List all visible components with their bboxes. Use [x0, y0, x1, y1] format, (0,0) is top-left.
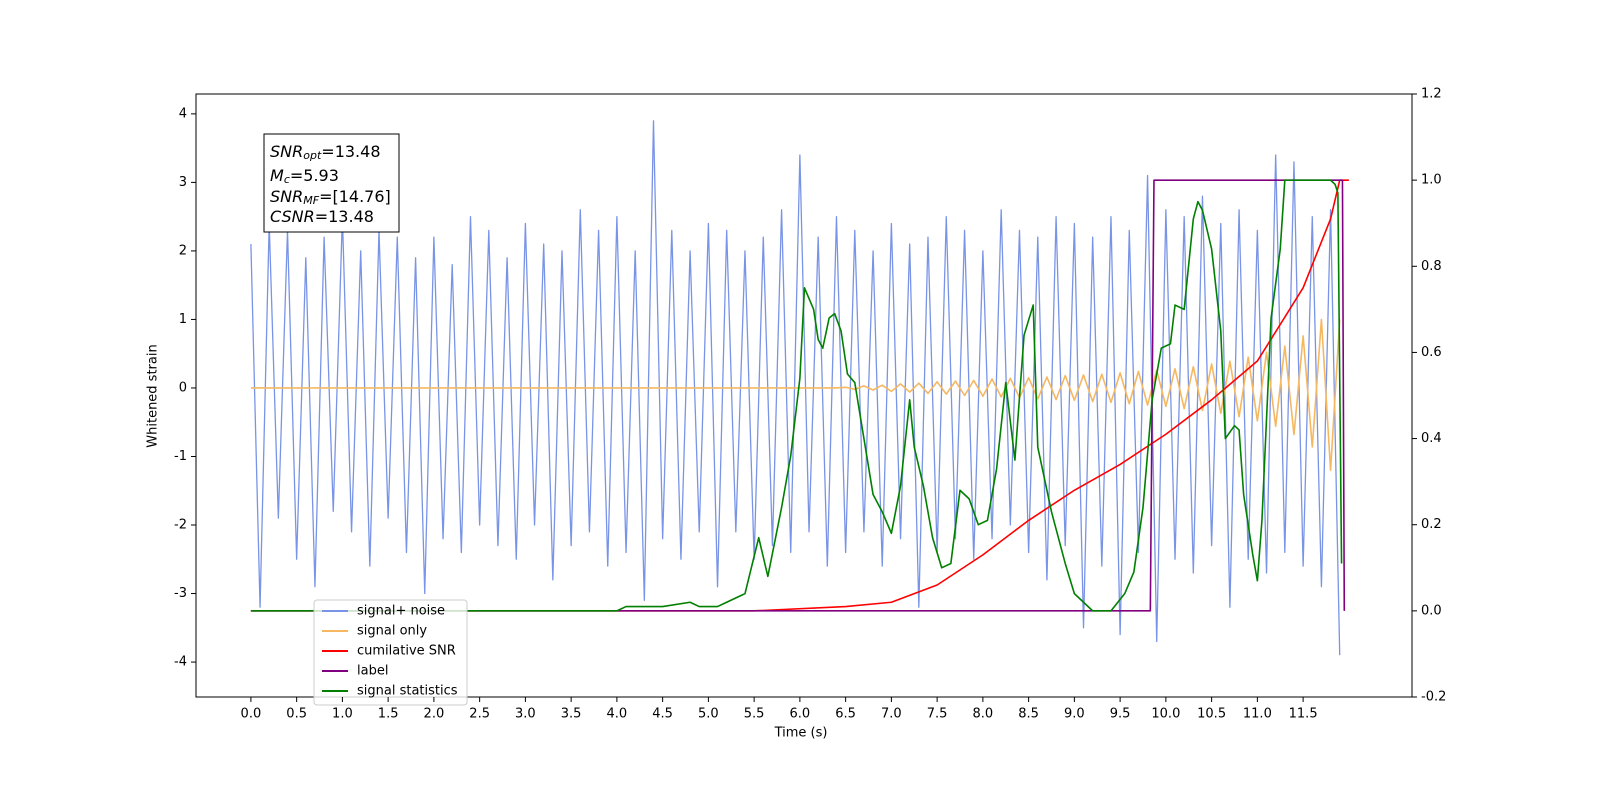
y-tick-label: 3 — [179, 175, 187, 190]
y2-tick-label: 1.0 — [1421, 173, 1442, 188]
y2-tick-label: 1.2 — [1421, 87, 1442, 102]
annotation-subscript: opt — [303, 149, 322, 162]
legend-label: cumilative SNR — [357, 644, 456, 659]
x-tick-label: 2.0 — [424, 707, 445, 722]
x-tick-label: 7.5 — [927, 707, 948, 722]
series-line — [250, 318, 1341, 471]
x-tick-label: 10.5 — [1197, 707, 1226, 722]
x-tick-label: 5.0 — [698, 707, 719, 722]
annotation-symbol: CSNR — [270, 207, 315, 226]
annotation-line: SNRMF=[14.76] — [270, 187, 391, 208]
y-tick-label: 1 — [179, 312, 187, 327]
y-tick-label: 4 — [179, 106, 187, 121]
x-tick-label: 1.5 — [378, 707, 399, 722]
annotation-box — [263, 133, 400, 233]
x-tick-label: 3.5 — [561, 707, 582, 722]
x-tick-label: 0.5 — [286, 707, 307, 722]
y-tick-label: -2 — [174, 518, 187, 533]
y-tick-label: 2 — [179, 243, 187, 258]
legend-label: signal statistics — [357, 684, 458, 699]
legend-label: signal+ noise — [357, 604, 445, 619]
annotation-symbol: SNR — [270, 142, 303, 161]
y-tick-label: 0 — [179, 380, 187, 395]
x-tick-label: 8.5 — [1018, 707, 1039, 722]
annotation: SNRopt=13.48Mc=5.93SNRMF=[14.76]CSNR=13.… — [263, 133, 400, 233]
annotation-symbol: SNR — [270, 187, 303, 206]
y2-tick-label: 0.8 — [1421, 259, 1442, 274]
annotation-line: SNRopt=13.48 — [270, 142, 381, 163]
x-tick-label: 7.0 — [881, 707, 902, 722]
x-tick-label: 8.0 — [973, 707, 994, 722]
legend-label: signal only — [357, 624, 427, 639]
annotation-value: =5.93 — [290, 166, 339, 185]
legend-box — [313, 599, 468, 706]
x-tick-label: 9.5 — [1110, 707, 1131, 722]
x-tick-label: 0.0 — [241, 707, 262, 722]
x-tick-label: 11.5 — [1289, 707, 1318, 722]
annotation-line: CSNR=13.48 — [270, 207, 374, 226]
y-tick-label: -1 — [174, 449, 187, 464]
y2-tick-label: 0.4 — [1421, 431, 1442, 446]
x-tick-label: 9.0 — [1064, 707, 1085, 722]
annotation-subscript: MF — [303, 194, 319, 207]
legend: signal+ noise signal only cumilative SNR la… — [313, 599, 468, 706]
annotation-value: =13.48 — [315, 207, 374, 226]
y-axis-label: Whitened strain — [146, 344, 161, 447]
series-line — [250, 179, 1343, 612]
x-tick-label: 5.5 — [744, 707, 765, 722]
annotation-symbol: M — [270, 166, 284, 185]
plot-area — [250, 120, 1349, 656]
x-tick-label: 6.5 — [835, 707, 856, 722]
series-line — [250, 179, 1346, 612]
series-line — [250, 179, 1349, 612]
annotation-value: =[14.76] — [319, 187, 391, 206]
legend-label: label — [357, 664, 388, 679]
annotation-line: Mc=5.93 — [270, 166, 339, 187]
x-tick-label: 4.5 — [652, 707, 673, 722]
x-tick-label: 4.0 — [607, 707, 628, 722]
x-tick-label: 1.0 — [332, 707, 353, 722]
x-tick-label: 6.0 — [790, 707, 811, 722]
y-tick-label: -3 — [174, 586, 187, 601]
y2-tick-label: 0.6 — [1421, 345, 1442, 360]
y-tick-label: -4 — [174, 655, 187, 670]
series-line — [250, 120, 1341, 656]
annotation-subscript: c — [284, 173, 290, 186]
axes-frame — [195, 93, 1413, 698]
y2-tick-label: 0.0 — [1421, 603, 1442, 618]
x-tick-label: 10.0 — [1151, 707, 1180, 722]
y2-tick-label: -0.2 — [1421, 690, 1446, 705]
x-tick-label: 11.0 — [1243, 707, 1272, 722]
y2-tick-label: 0.2 — [1421, 517, 1442, 532]
x-axis-label: Time (s) — [774, 726, 828, 741]
x-tick-label: 2.5 — [469, 707, 490, 722]
x-tick-label: 3.0 — [515, 707, 536, 722]
annotation-value: =13.48 — [321, 142, 380, 161]
